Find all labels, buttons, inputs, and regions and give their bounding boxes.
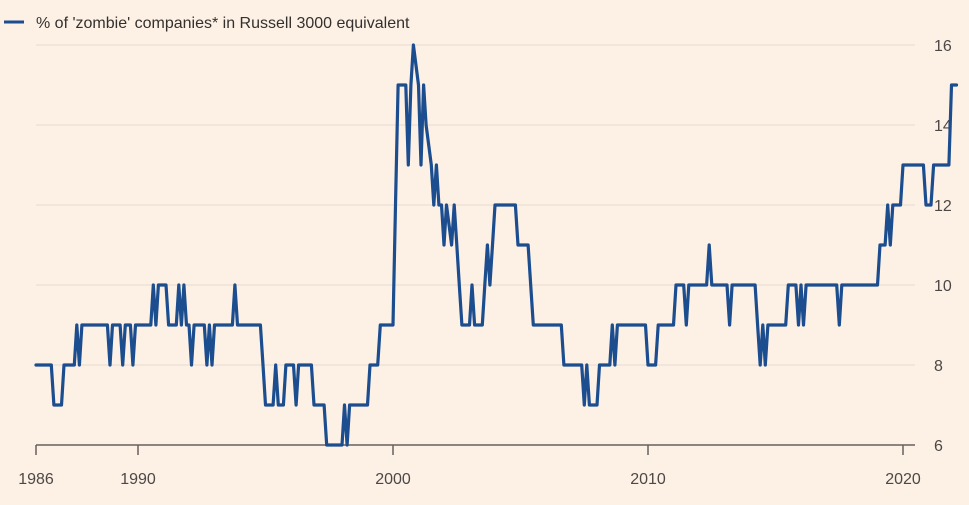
y-tick-labels: 6 8 10 12 14 16 bbox=[934, 38, 952, 455]
x-tick-label-1986: 1986 bbox=[18, 471, 54, 488]
x-tick-labels: 1986 1990 2000 2010 2020 bbox=[18, 471, 921, 488]
x-tick-label-2010: 2010 bbox=[630, 471, 666, 488]
y-tick-label-6: 6 bbox=[934, 438, 943, 455]
legend-label: % of 'zombie' companies* in Russell 3000… bbox=[36, 15, 410, 32]
legend: % of 'zombie' companies* in Russell 3000… bbox=[4, 15, 410, 32]
series-group bbox=[34, 43, 959, 447]
series-line-0 bbox=[34, 43, 959, 447]
x-axis bbox=[35, 444, 915, 455]
x-tick-label-2000: 2000 bbox=[375, 471, 411, 488]
y-tick-label-10: 10 bbox=[934, 278, 952, 295]
y-tick-label-14: 14 bbox=[934, 118, 952, 135]
y-tick-label-12: 12 bbox=[934, 198, 952, 215]
x-tick-label-2020: 2020 bbox=[885, 471, 921, 488]
y-tick-label-8: 8 bbox=[934, 358, 943, 375]
y-tick-label-16: 16 bbox=[934, 38, 952, 55]
x-tick-label-1990: 1990 bbox=[120, 471, 156, 488]
